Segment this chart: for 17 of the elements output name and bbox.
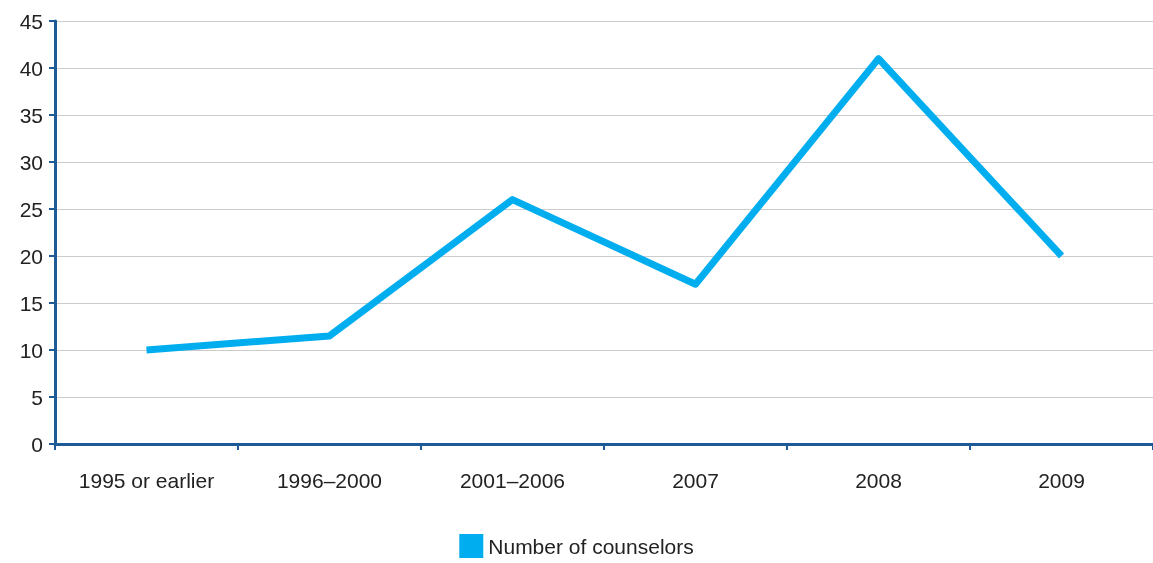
x-tick-label: 2001–2006 [459, 469, 566, 492]
y-tick-label: 30 [19, 150, 43, 174]
x-tick-label: 2009 [1038, 469, 1085, 492]
legend-label: Number of counselors [488, 534, 694, 558]
y-tick-label: 25 [19, 197, 43, 221]
y-tick-label: 0 [31, 432, 43, 456]
y-tick-label: 10 [19, 338, 43, 362]
y-tick-label: 40 [19, 56, 43, 80]
x-tick-label: 1996–2000 [276, 469, 383, 492]
y-tick-label: 35 [19, 103, 43, 127]
y-tick-label: 20 [19, 244, 43, 268]
y-tick-label: 45 [19, 9, 43, 33]
x-tick-label: 1995 or earlier [78, 469, 215, 492]
y-tick-label: 15 [19, 291, 43, 315]
x-tick-label: 2008 [855, 469, 902, 492]
y-tick-label: 5 [31, 385, 43, 409]
x-tick-label: 2007 [672, 469, 719, 492]
